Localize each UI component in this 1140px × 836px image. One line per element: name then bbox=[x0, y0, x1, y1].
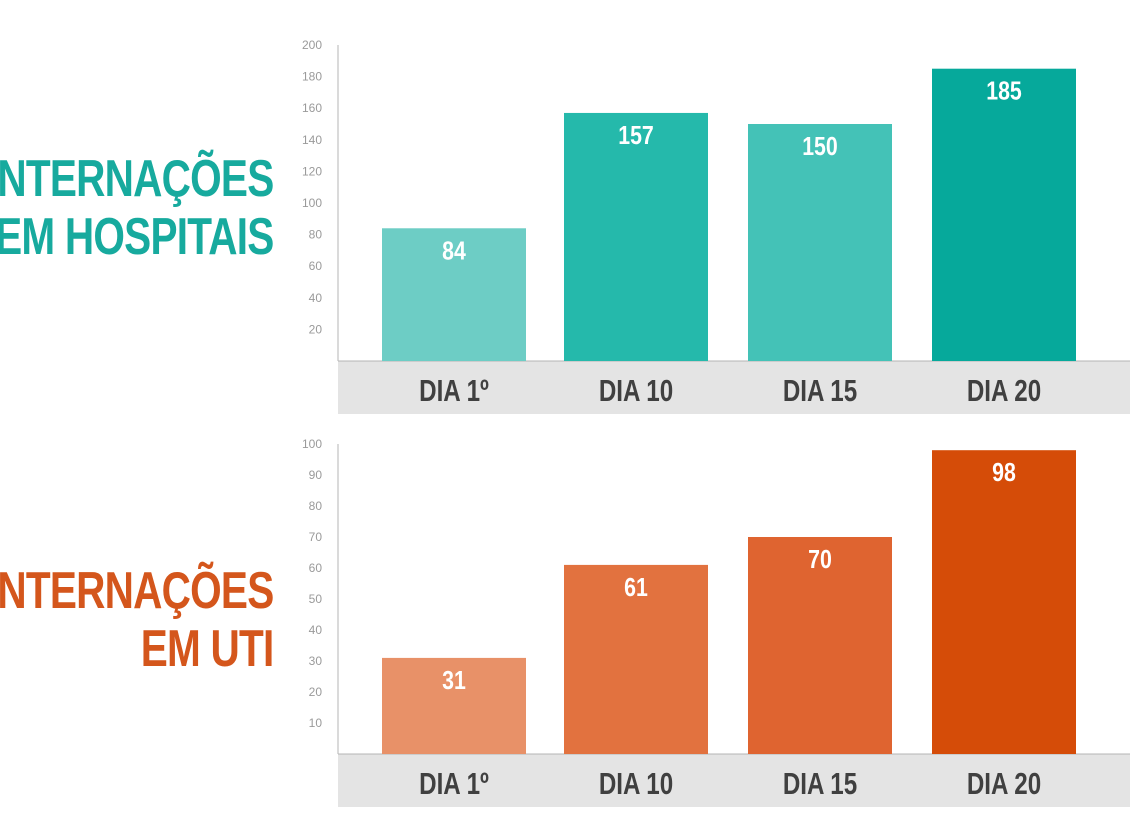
y-tick-label-uti: 30 bbox=[309, 654, 323, 668]
category-label-uti-3: DIA 15 bbox=[783, 766, 857, 801]
category-label-hosp-2: DIA 10 bbox=[599, 373, 673, 408]
category-label-hosp-3: DIA 15 bbox=[783, 373, 857, 408]
y-tick-label-uti: 40 bbox=[309, 623, 323, 637]
y-tick-label-uti: 20 bbox=[309, 685, 323, 699]
data-label-uti-2: 61 bbox=[624, 573, 648, 603]
data-label-hosp-4: 185 bbox=[986, 77, 1022, 107]
bar-hosp-3 bbox=[748, 124, 892, 361]
y-tick-label-hosp: 20 bbox=[309, 322, 323, 336]
category-label-hosp-1: DIA 1º bbox=[419, 373, 489, 408]
chart-title-hospitals: INTERNAÇÕES EM HOSPITAIS bbox=[0, 150, 274, 266]
category-band-uti bbox=[338, 754, 1130, 807]
data-label-hosp-2: 157 bbox=[618, 121, 654, 151]
chart-title-uti: INTERNAÇÕES EM UTI bbox=[0, 562, 274, 678]
bar-uti-3 bbox=[748, 537, 892, 754]
data-label-uti-3: 70 bbox=[808, 545, 832, 575]
bar-hosp-1 bbox=[382, 228, 526, 361]
y-tick-label-hosp: 80 bbox=[309, 228, 323, 242]
category-label-hosp-4: DIA 20 bbox=[967, 373, 1041, 408]
data-label-uti-4: 98 bbox=[992, 458, 1016, 488]
y-tick-label-uti: 60 bbox=[309, 561, 323, 575]
y-tick-label-hosp: 120 bbox=[302, 164, 322, 178]
y-tick-label-uti: 90 bbox=[309, 468, 323, 482]
data-label-hosp-1: 84 bbox=[442, 236, 466, 266]
y-tick-label-uti: 10 bbox=[309, 716, 323, 730]
y-tick-label-uti: 50 bbox=[309, 592, 323, 606]
bar-uti-2 bbox=[564, 564, 708, 754]
y-tick-label-hosp: 140 bbox=[302, 133, 322, 147]
data-label-hosp-3: 150 bbox=[802, 132, 838, 162]
y-tick-label-hosp: 180 bbox=[302, 70, 322, 84]
bar-hosp-2 bbox=[564, 112, 708, 361]
chart-title-hospitals-line-2: EM HOSPITAIS bbox=[0, 208, 274, 266]
y-tick-label-uti: 100 bbox=[302, 437, 322, 451]
y-tick-label-hosp: 200 bbox=[302, 38, 322, 52]
category-label-uti-2: DIA 10 bbox=[599, 766, 673, 801]
y-tick-label-uti: 70 bbox=[309, 530, 323, 544]
bar-uti-1 bbox=[382, 657, 526, 754]
y-tick-label-uti: 80 bbox=[309, 499, 323, 513]
category-label-uti-1: DIA 1º bbox=[419, 766, 489, 801]
y-tick-label-hosp: 100 bbox=[302, 196, 322, 210]
y-tick-label-hosp: 60 bbox=[309, 259, 323, 273]
bar-uti-4 bbox=[932, 450, 1076, 754]
bar-hosp-4 bbox=[932, 68, 1076, 361]
chart-title-uti-line-2: EM UTI bbox=[140, 620, 274, 678]
category-label-uti-4: DIA 20 bbox=[967, 766, 1041, 801]
data-label-uti-1: 31 bbox=[442, 666, 466, 696]
category-band-hosp bbox=[338, 361, 1130, 414]
chart-title-uti-line-1: INTERNAÇÕES bbox=[0, 562, 274, 620]
y-tick-label-hosp: 40 bbox=[309, 291, 323, 305]
chart-title-hospitals-line-1: INTERNAÇÕES bbox=[0, 150, 274, 208]
y-tick-label-hosp: 160 bbox=[302, 101, 322, 115]
